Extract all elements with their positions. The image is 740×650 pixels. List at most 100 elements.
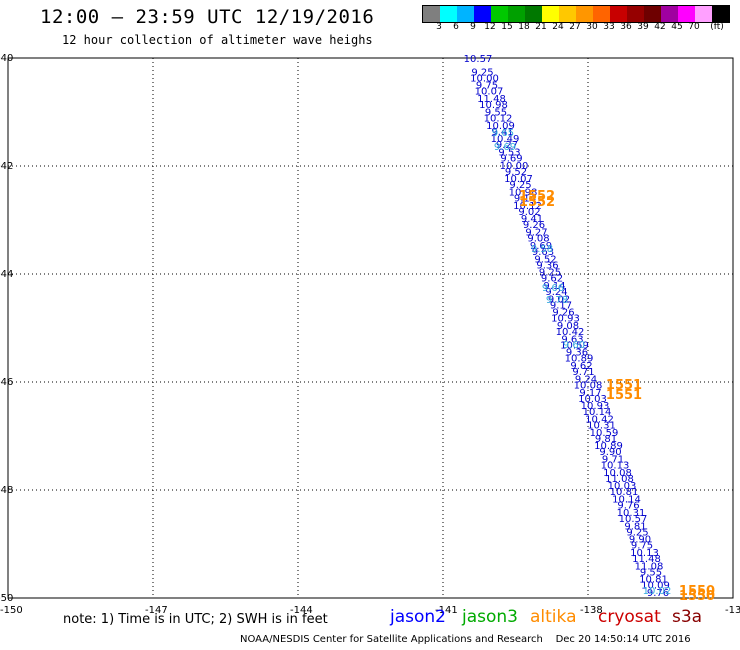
- track-value-jason2: 9.62: [570, 361, 592, 372]
- track-value-jason2: 9.27: [525, 228, 547, 239]
- scale-swatch: [576, 6, 593, 22]
- track-value-jason2: 9.26: [552, 308, 574, 319]
- track-value-jason2: 10.13: [630, 548, 659, 559]
- legend-cryosat: cryosat: [598, 607, 661, 627]
- lat-label: -44: [0, 269, 13, 280]
- lat-label: -48: [0, 485, 13, 496]
- track-value-jason2: 10.31: [617, 508, 646, 519]
- track-value-jason2-overlap: 10.57: [619, 514, 648, 525]
- track-value-jason2: 10.09: [486, 121, 515, 132]
- scale-swatch: [440, 6, 457, 22]
- track-value-jason2: 9.71: [602, 455, 624, 466]
- lon-label: -144: [290, 605, 313, 616]
- track-value-jason2-overlap: 10.81: [610, 487, 639, 498]
- track-value-jason2-overlap: 10.31: [587, 420, 616, 431]
- track-value-jason2-overlap: 10.07: [475, 87, 504, 98]
- track-value-jason2: 9.90: [629, 535, 651, 546]
- track-value-jason3: 9.66: [542, 283, 564, 294]
- scale-label: 18: [518, 22, 530, 32]
- page-subtitle: 12 hour collection of altimeter wave hei…: [62, 33, 373, 47]
- track-value-jason2: 10.81: [639, 575, 668, 586]
- scale-swatch: [712, 6, 729, 22]
- track-value-jason2-overlap: 9.27: [496, 140, 518, 151]
- scale-label: 33: [603, 22, 615, 32]
- track-value-jason2: 9.36: [566, 348, 588, 359]
- legend-jason2: jason2: [390, 607, 446, 627]
- track-value-jason2: 9.08: [557, 321, 579, 332]
- track-value-jason3: 9.78: [546, 295, 568, 306]
- scale-swatch: [627, 6, 644, 22]
- track-value-jason2-overlap: 9.17: [550, 300, 572, 311]
- scale-label: 42: [654, 22, 666, 32]
- scale-swatch: [542, 6, 559, 22]
- scale-label: 39: [637, 22, 649, 32]
- color-scale-bar: [422, 5, 730, 23]
- track-value-jason2: 10.89: [594, 441, 623, 452]
- track-value-jason2-overlap: 10.93: [551, 314, 580, 325]
- track-value-jason2-overlap: 9.81: [595, 434, 617, 445]
- lon-label: -150: [0, 605, 23, 616]
- note-text: note: 1) Time is in UTC; 2) SWH is in fe…: [63, 612, 328, 627]
- track-value-jason2-overlap: 9.62: [541, 274, 563, 285]
- scale-swatch: [695, 6, 712, 22]
- lat-label: -40: [0, 53, 13, 64]
- track-value-jason2: 9.63: [561, 334, 583, 345]
- track-value-jason2: 9.81: [624, 521, 646, 532]
- track-value-jason2-overlap: 11.48: [632, 554, 661, 565]
- track-value-jason2: 10.59: [590, 428, 619, 439]
- scale-swatch: [423, 6, 440, 22]
- lat-label: -46: [0, 377, 13, 388]
- map-frame: [7, 57, 734, 599]
- track-value-jason2-overlap: 10.14: [583, 407, 612, 418]
- lat-label: -50: [0, 593, 13, 604]
- scale-label: 12: [484, 22, 496, 32]
- lon-label: -141: [435, 605, 458, 616]
- track-value-jason2-overlap: 9.90: [599, 447, 621, 458]
- track-value-jason2: 10.12: [513, 201, 542, 212]
- track-value-jason2-overlap: 9.41: [491, 127, 513, 138]
- track-value-jason2-overlap: 9.69: [500, 153, 522, 164]
- scale-label: 9: [470, 22, 476, 32]
- lat-label: -42: [0, 161, 13, 172]
- lon-label: -147: [145, 605, 168, 616]
- track-value-jason2: 9.69: [530, 241, 552, 252]
- track-value-jason2: 10.98: [509, 188, 538, 199]
- lon-label: -135: [725, 605, 740, 616]
- track-value-jason2-overlap: 10.98: [479, 100, 508, 111]
- track-value-jason2: 9.02: [548, 294, 570, 305]
- scale-swatch: [525, 6, 542, 22]
- track-value-altika: 1550: [679, 589, 715, 604]
- track-value-jason2: 9.52: [534, 254, 556, 265]
- scale-swatch: [661, 6, 678, 22]
- track-value-jason2: 10.07: [504, 174, 533, 185]
- track-value-jason2-overlap: 10.09: [641, 581, 670, 592]
- track-value-jason2-overlap: 9.36: [536, 260, 558, 271]
- scale-swatch: [678, 6, 695, 22]
- scale-label: 36: [620, 22, 632, 32]
- track-value-jason2-overlap: 10.42: [556, 327, 585, 338]
- scale-label: 15: [501, 22, 513, 32]
- footer: NOAA/NESDIS Center for Satellite Applica…: [240, 634, 691, 645]
- track-value-jason2-overlap: 9.63: [532, 247, 554, 258]
- track-value-jason2: 9.76: [647, 588, 669, 599]
- track-value-jason2-overlap: 9.02: [518, 207, 540, 218]
- track-value-jason2: 9.25: [471, 67, 493, 78]
- track-value-jason3: 10.02: [643, 586, 672, 597]
- legend-jason3: jason3: [462, 607, 518, 627]
- track-value-jason2: 10.93: [581, 401, 610, 412]
- page-title: 12:00 — 23:59 UTC 12/19/2016: [40, 6, 375, 28]
- track-value-jason2-overlap: 9.52: [505, 167, 527, 178]
- track-value-jason2-overlap: 9.71: [572, 367, 594, 378]
- footer-timestamp: Dec 20 14:50:14 UTC 2016: [555, 634, 691, 645]
- scale-swatch: [559, 6, 576, 22]
- track-value-jason3: 9.69: [494, 142, 516, 153]
- track-value-jason2-overlap: 9.25: [509, 180, 531, 191]
- track-value-jason2: 10.03: [608, 481, 637, 492]
- track-value-jason2: 10.14: [612, 495, 641, 506]
- track-value-jason2: 9.14: [543, 281, 565, 292]
- legend-s3a: s3a: [672, 607, 703, 627]
- scale-swatch: [491, 6, 508, 22]
- scale-swatch: [508, 6, 525, 22]
- scale-label: (ft): [710, 22, 724, 32]
